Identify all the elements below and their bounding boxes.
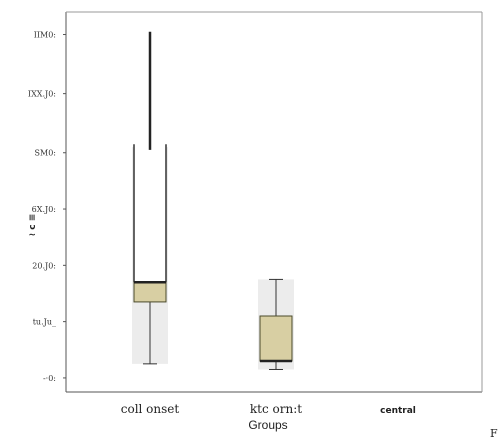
y-tick-label: 20.J0: bbox=[32, 261, 56, 270]
corner-label: F bbox=[490, 427, 498, 440]
y-tick-label: tu.Ju_ bbox=[33, 318, 56, 327]
y-axis-label: ≀ c ≡ bbox=[28, 214, 38, 237]
y-tick-label: -·0: bbox=[43, 374, 56, 383]
box bbox=[133, 281, 167, 303]
y-tick-label: SM0: bbox=[35, 149, 56, 158]
x-tick-label: ktc orn:t bbox=[250, 402, 302, 416]
box bbox=[259, 315, 293, 362]
x-tick-label: central bbox=[380, 406, 416, 416]
y-tick-label: IIM0: bbox=[34, 31, 56, 40]
x-tick-label: coll onset bbox=[121, 402, 180, 416]
x-axis-label: Groups bbox=[248, 418, 287, 432]
y-tick-label: 6X.J0: bbox=[32, 205, 56, 214]
upper-white-region bbox=[134, 144, 166, 283]
y-tick-label: IXX.J0: bbox=[28, 90, 56, 99]
